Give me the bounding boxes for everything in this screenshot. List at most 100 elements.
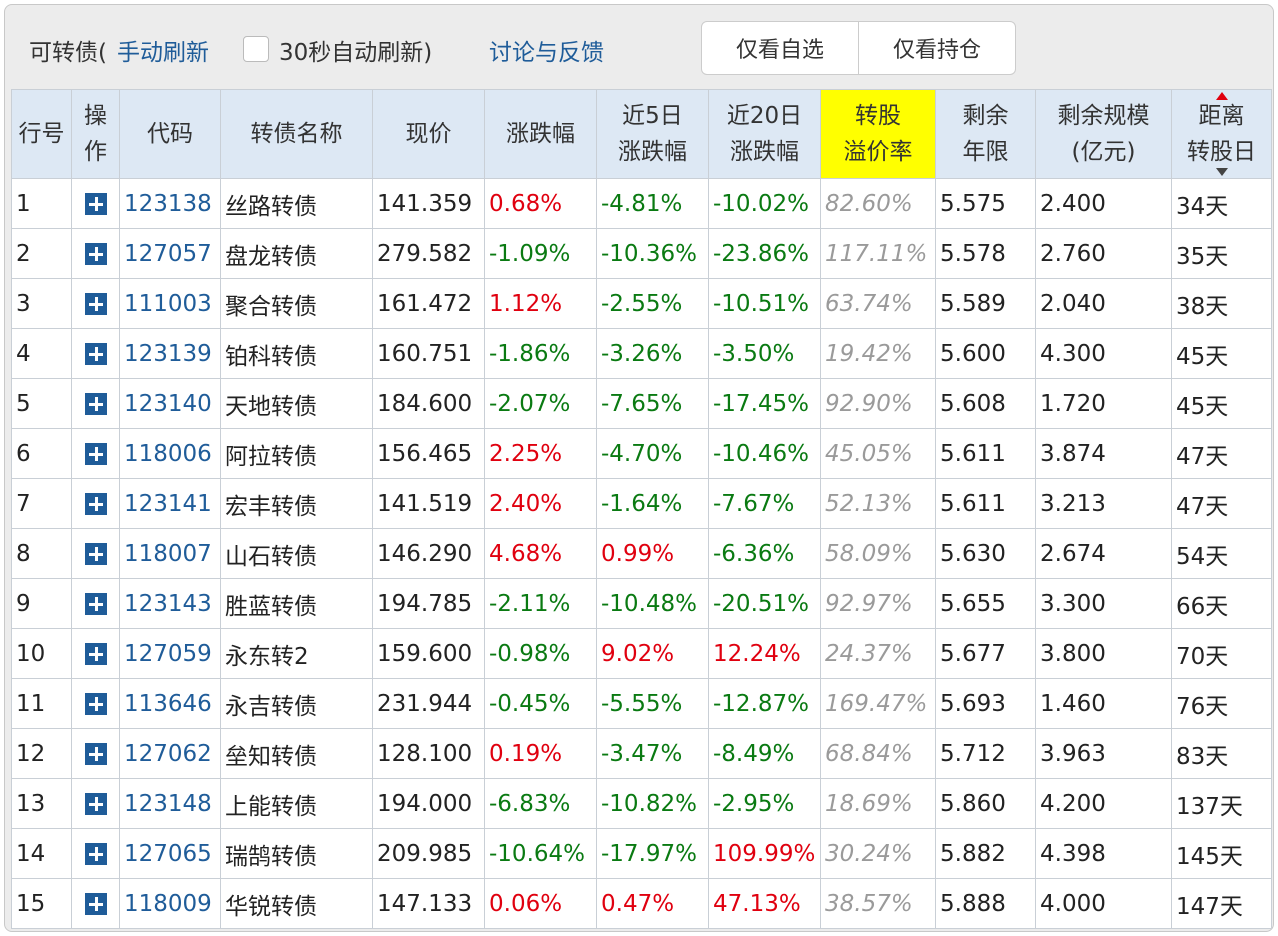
column-header: 行号: [11, 89, 72, 179]
column-header: 代码: [119, 89, 221, 179]
cell[interactable]: 123140: [119, 378, 221, 429]
cell: -1.64%: [596, 478, 709, 529]
cell: 47天: [1171, 428, 1272, 479]
manual-refresh-link[interactable]: 手动刷新: [117, 40, 209, 66]
cell: 永吉转债: [220, 678, 373, 729]
cell: 194.785: [372, 578, 485, 629]
cell: 1.12%: [484, 278, 597, 329]
cell: 156.465: [372, 428, 485, 479]
add-button[interactable]: [84, 442, 107, 465]
cell[interactable]: 127059: [119, 628, 221, 679]
cell: 47.13%: [708, 878, 821, 929]
cell: -7.65%: [596, 378, 709, 429]
cell: 146.290: [372, 528, 485, 579]
cell: 137天: [1171, 778, 1272, 829]
auto-refresh-checkbox[interactable]: [243, 36, 269, 62]
cell: 209.985: [372, 828, 485, 879]
cell[interactable]: 123141: [119, 478, 221, 529]
cell: 63.74%: [820, 278, 936, 329]
add-button[interactable]: [84, 792, 107, 815]
add-button[interactable]: [84, 742, 107, 765]
cell: 5.655: [935, 578, 1036, 629]
add-button[interactable]: [84, 292, 107, 315]
auto-refresh-label[interactable]: 30秒自动刷新): [279, 40, 433, 66]
cell: 3.213: [1035, 478, 1172, 529]
cell: 2.760: [1035, 228, 1172, 279]
add-button[interactable]: [84, 242, 107, 265]
cell: 19.42%: [820, 328, 936, 379]
add-button[interactable]: [84, 842, 107, 865]
add-button[interactable]: [84, 592, 107, 615]
cell[interactable]: 118009: [119, 878, 221, 929]
cell: 147天: [1171, 878, 1272, 929]
cell: 5.712: [935, 728, 1036, 779]
add-button[interactable]: [84, 542, 107, 565]
add-button[interactable]: [84, 192, 107, 215]
cell[interactable]: 123139: [119, 328, 221, 379]
feedback-link[interactable]: 讨论与反馈: [489, 40, 604, 66]
table-row: 2 127057 盘龙转债 279.582 -1.09% -10.36% -23.86% 11…: [11, 228, 1272, 279]
cell[interactable]: 123148: [119, 778, 221, 829]
cell: -2.95%: [708, 778, 821, 829]
cell: 45.05%: [820, 428, 936, 479]
cell: 4.300: [1035, 328, 1172, 379]
watchlist-button[interactable]: 仅看自选: [701, 21, 859, 75]
cell: 5: [11, 378, 72, 429]
cell: 2.400: [1035, 178, 1172, 229]
table-row: 1 123138 丝路转债 141.359 0.68% -4.81% -10.02% 82.6…: [11, 178, 1272, 229]
cell[interactable]: 118006: [119, 428, 221, 479]
table-row: 14 127065 瑞鹄转债 209.985 -10.64% -17.97% 109.99%…: [11, 828, 1272, 879]
cell[interactable]: 123138: [119, 178, 221, 229]
column-header: 现价: [372, 89, 485, 179]
cell[interactable]: 113646: [119, 678, 221, 729]
cell[interactable]: 111003: [119, 278, 221, 329]
table-row: 13 123148 上能转债 194.000 -6.83% -10.82% -2.95% 18…: [11, 778, 1272, 829]
cell: 5.882: [935, 828, 1036, 879]
cell: -4.81%: [596, 178, 709, 229]
cell[interactable]: 123143: [119, 578, 221, 629]
action-cell: [71, 678, 120, 729]
cell: 华锐转债: [220, 878, 373, 929]
cell: 永东转2: [220, 628, 373, 679]
cell: 160.751: [372, 328, 485, 379]
cell[interactable]: 118007: [119, 528, 221, 579]
action-cell: [71, 728, 120, 779]
cell: 3.800: [1035, 628, 1172, 679]
cell[interactable]: 127062: [119, 728, 221, 779]
action-cell: [71, 328, 120, 379]
column-header: 转股 溢价率: [820, 89, 936, 179]
add-button[interactable]: [84, 642, 107, 665]
cell: 45天: [1171, 378, 1272, 429]
cell: -2.55%: [596, 278, 709, 329]
sort-desc-arrow[interactable]: [1215, 168, 1228, 176]
action-cell: [71, 778, 120, 829]
add-button[interactable]: [84, 492, 107, 515]
cell: -0.98%: [484, 628, 597, 679]
cell: 盘龙转债: [220, 228, 373, 279]
sort-asc-arrow[interactable]: [1215, 92, 1228, 100]
add-button[interactable]: [84, 342, 107, 365]
add-button[interactable]: [84, 692, 107, 715]
cell: -4.70%: [596, 428, 709, 479]
cell: -3.47%: [596, 728, 709, 779]
add-button[interactable]: [84, 892, 107, 915]
column-header: 剩余规模 (亿元): [1035, 89, 1172, 179]
cell: 5.611: [935, 478, 1036, 529]
cell: 2: [11, 228, 72, 279]
holdings-button[interactable]: 仅看持仓: [858, 21, 1016, 75]
cell: -7.67%: [708, 478, 821, 529]
table-row: 15 118009 华锐转债 147.133 0.06% 0.47% 47.13% 38.57…: [11, 878, 1272, 929]
table-row: 4 123139 铂科转债 160.751 -1.86% -3.26% -3.50% 19.4…: [11, 328, 1272, 379]
cell: 5.608: [935, 378, 1036, 429]
cell[interactable]: 127065: [119, 828, 221, 879]
cell: -8.49%: [708, 728, 821, 779]
cell: 231.944: [372, 678, 485, 729]
cell: 15: [11, 878, 72, 929]
cell: 83天: [1171, 728, 1272, 779]
add-button[interactable]: [84, 392, 107, 415]
cell[interactable]: 127057: [119, 228, 221, 279]
cell: 5.600: [935, 328, 1036, 379]
cell: -17.97%: [596, 828, 709, 879]
cell: 145天: [1171, 828, 1272, 879]
table-row: 11 113646 永吉转债 231.944 -0.45% -5.55% -12.87% 16…: [11, 678, 1272, 729]
